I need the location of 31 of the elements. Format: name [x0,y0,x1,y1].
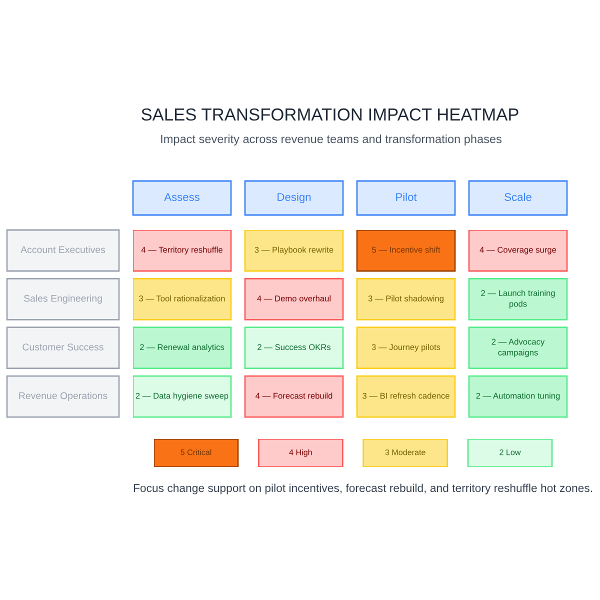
x-tick-label: Assess [164,193,200,201]
data-label: 2 Low [500,449,521,456]
data-label: 4 High [289,449,312,457]
y-tick-label: Revenue Operations [19,392,108,402]
data-label: 4 — Forecast rebuild [256,392,332,399]
data-label: 5 — Incentive shift [372,246,440,253]
data-label: 4 — Coverage surge [480,246,556,254]
text: Focus change support on pilot incentives, forecast rebuild, and territory reshuffle hot zones. [134,484,592,494]
data-label: 2 — Success OKRs [258,344,331,350]
x-tick-label: Design [278,192,311,204]
data-label: 3 — BI refresh cadence [362,392,450,399]
data-label: 2 — Automation tuning [476,392,560,400]
data-label: 4 — Demo overhaul [257,295,330,302]
data-label: 2 — Launch training pods [481,290,555,308]
x-tick-label: Pilot [396,192,417,201]
data-label: 2 — Renewal analytics [140,344,224,352]
chart-title: SALES TRANSFORMATION IMPACT HEATMAP [142,108,518,121]
data-label: 5 Critical [180,449,212,456]
data-label: 3 Moderate [385,449,426,456]
data-label: 2 — Advocacy campaigns [492,338,545,358]
data-label: 4 — Territory reshuffle [141,246,222,254]
data-label: 2 — Data hygiene sweep [136,392,228,400]
data-label: 3 — Journey pilots [372,344,440,352]
x-tick-label: Scale [504,192,532,201]
y-tick-label: Customer Success [22,344,104,350]
data-label: 3 — Playbook rewrite [254,246,334,254]
data-label: 3 — Pilot shadowing [368,295,444,304]
data-label: 3 — Tool rationalization [139,295,225,302]
y-tick-label: Sales Engineering [24,294,102,304]
y-tick-label: Account Executives [20,246,106,254]
chart-subtitle: Impact severity across revenue teams and transformation phases [161,134,502,146]
